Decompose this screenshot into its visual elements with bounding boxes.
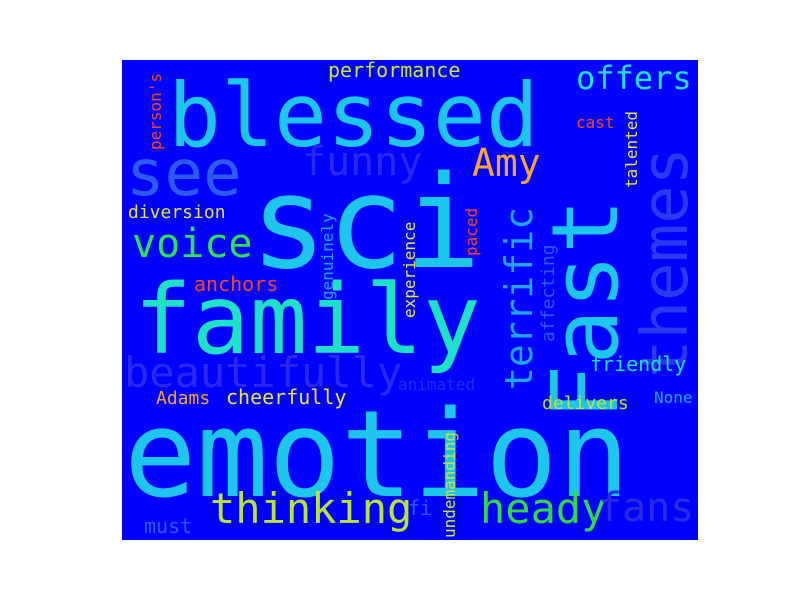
word-fans: fans	[598, 485, 695, 531]
word-adams: Adams	[156, 388, 211, 409]
word-must: must	[144, 514, 193, 538]
word-cloud: blessed sci emotion family Fast themes s…	[122, 60, 698, 540]
word-diversion: diversion	[128, 202, 226, 223]
word-fi: fi	[408, 496, 433, 520]
word-genuinely: genuinely	[318, 213, 337, 300]
word-heady: heady	[480, 484, 607, 533]
word-undemanding: undemanding	[440, 432, 459, 538]
word-beautifully: beautifully	[124, 348, 403, 397]
word-delivers: delivers	[542, 393, 629, 414]
word-blessed: blessed	[168, 64, 539, 167]
word-anchors: anchors	[194, 272, 279, 296]
word-animated: animated	[398, 375, 476, 394]
word-voice: voice	[132, 221, 253, 267]
word-none: None	[654, 388, 693, 407]
word-offers: offers	[576, 60, 692, 97]
word-emotion: emotion	[124, 386, 630, 525]
word-family: family	[134, 264, 481, 376]
word-thinking: thinking	[210, 484, 413, 533]
word-persons: person's	[146, 72, 165, 150]
word-funny: funny	[302, 139, 423, 185]
word-experience: experience	[400, 221, 419, 318]
word-affecting: affecting	[538, 244, 559, 342]
word-cast: cast	[576, 113, 615, 132]
word-sci: sci	[250, 149, 482, 298]
word-friendly: friendly	[590, 352, 687, 376]
word-talented: talented	[622, 110, 641, 188]
word-terrific: terrific	[497, 206, 541, 390]
word-amy: Amy	[472, 141, 541, 185]
word-performance: performance	[328, 60, 461, 82]
word-themes: themes	[629, 146, 698, 378]
word-cheerfully: cheerfully	[226, 385, 347, 409]
word-paced: paced	[462, 207, 481, 256]
word-see: see	[126, 137, 242, 211]
